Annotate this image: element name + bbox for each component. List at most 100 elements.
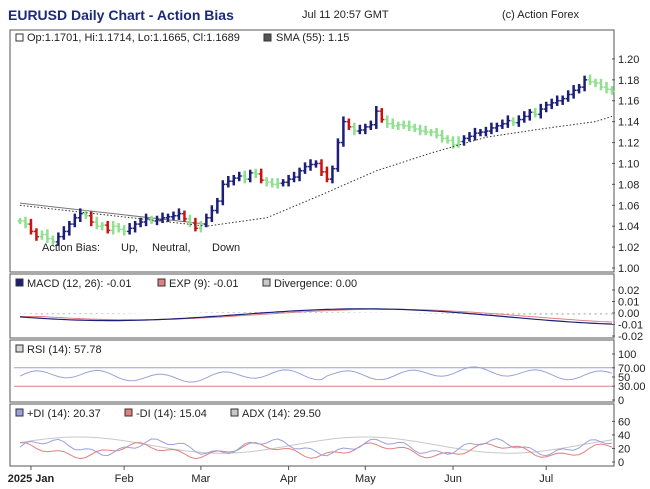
ohlc-bar bbox=[231, 174, 237, 186]
minus-di-legend-swatch bbox=[124, 408, 133, 417]
ohlc-bar bbox=[170, 211, 176, 220]
ohlc-bar bbox=[83, 210, 89, 219]
ohlc-bar bbox=[50, 235, 56, 245]
price-ytick-label: 1.02 bbox=[618, 242, 639, 254]
ohlc-bar bbox=[39, 230, 45, 240]
ohlc-bar bbox=[209, 205, 215, 222]
rsi-ytick-label: 100 bbox=[618, 349, 636, 361]
ohlc-legend-swatch bbox=[15, 33, 24, 42]
ohlc-bar bbox=[324, 166, 330, 183]
ohlc-bar bbox=[401, 120, 407, 129]
ohlc-bar bbox=[264, 177, 270, 187]
minus-di-line bbox=[19, 442, 613, 460]
ohlc-bar bbox=[116, 223, 122, 233]
ohlc-bar bbox=[439, 130, 445, 143]
price-ytick-label: 1.14 bbox=[618, 117, 639, 129]
ohlc-bar bbox=[494, 122, 500, 133]
ohlc-bar bbox=[499, 119, 505, 129]
ohlc-bar bbox=[132, 220, 138, 233]
ohlc-bar bbox=[510, 117, 516, 126]
xtick-label: Mar bbox=[191, 473, 210, 485]
bias-legend-up: Up, bbox=[121, 242, 138, 254]
price-ytick-label: 1.18 bbox=[618, 75, 639, 87]
ohlc-bar bbox=[55, 232, 61, 247]
ohlc-bar bbox=[582, 75, 588, 92]
adx-legend-swatch bbox=[230, 408, 239, 417]
ohlc-bar bbox=[543, 101, 549, 113]
exp-legend-swatch bbox=[157, 278, 166, 287]
dmi-ytick-label: 20 bbox=[618, 443, 630, 455]
ohlc-bar bbox=[554, 95, 560, 106]
ohlc-bar bbox=[598, 78, 604, 91]
ohlc-bar bbox=[198, 220, 204, 233]
sma-line bbox=[19, 115, 613, 227]
macd-ytick-label: 0.01 bbox=[618, 297, 639, 309]
price-ytick-label: 1.00 bbox=[618, 263, 639, 275]
plus-di-line bbox=[19, 437, 613, 457]
ohlc-bar bbox=[609, 86, 615, 95]
ohlc-bar bbox=[138, 217, 144, 228]
ohlc-bar bbox=[291, 171, 297, 183]
rsi-legend-text: RSI (14): 57.78 bbox=[27, 344, 102, 356]
ohlc-bar bbox=[44, 229, 50, 243]
macd-ytick-label: -0.02 bbox=[618, 331, 643, 343]
ohlc-bar bbox=[149, 215, 155, 225]
ohlc-bar bbox=[302, 162, 308, 174]
ohlc-bar bbox=[88, 211, 94, 227]
sma-legend-swatch bbox=[263, 33, 272, 42]
ohlc-bar bbox=[258, 168, 264, 184]
rsi-ytick-label: 70.00 bbox=[618, 363, 646, 375]
ohlc-bar bbox=[160, 212, 166, 224]
ohlc-bar bbox=[368, 120, 374, 130]
ohlc-bar bbox=[445, 135, 451, 144]
price-ytick-label: 1.08 bbox=[618, 179, 639, 191]
ohlc-bar bbox=[225, 176, 231, 188]
chart-header: EURUSD Daily Chart - Action Bias Jul 11 … bbox=[0, 0, 650, 30]
exp-line bbox=[20, 308, 613, 323]
ohlc-bar bbox=[329, 165, 335, 184]
bias-legend-neutral: Neutral, bbox=[152, 242, 191, 254]
ohlc-bar bbox=[220, 180, 226, 206]
xtick-label: 2025 Jan bbox=[8, 473, 55, 485]
ohlc-bar bbox=[72, 213, 78, 228]
ohlc-bar bbox=[565, 90, 571, 102]
ohlc-bar bbox=[121, 225, 127, 236]
ohlc-bar bbox=[434, 127, 440, 139]
chart-title: EURUSD Daily Chart - Action Bias bbox=[8, 7, 234, 23]
ohlc-bar bbox=[483, 126, 489, 137]
minus-di-legend-text: -DI (14): 15.04 bbox=[136, 408, 207, 420]
ohlc-bar bbox=[286, 174, 292, 187]
rsi-ytick-label: 50 bbox=[618, 372, 630, 384]
divergence-legend-swatch bbox=[262, 278, 271, 287]
ohlc-bar bbox=[297, 167, 303, 182]
sma-legend-text: SMA (55): 1.15 bbox=[276, 32, 349, 44]
ohlc-bar bbox=[253, 168, 259, 179]
ohlc-bar bbox=[505, 115, 511, 128]
ohlc-bar bbox=[417, 124, 423, 136]
macd-legend-text: MACD (12, 26): -0.01 bbox=[27, 278, 132, 290]
price-ytick-label: 1.20 bbox=[618, 54, 639, 66]
ohlc-bar bbox=[28, 218, 34, 235]
rsi-ytick-label: 30.00 bbox=[618, 381, 646, 393]
ohlc-bar bbox=[423, 125, 429, 136]
ohlc-bar bbox=[203, 213, 209, 228]
ohlc-bar bbox=[340, 116, 346, 147]
rsi-panel bbox=[9, 339, 615, 403]
xtick-label: Jun bbox=[444, 473, 462, 485]
ohlc-bar bbox=[247, 169, 253, 183]
ohlc-bar bbox=[308, 159, 314, 171]
ohlc-bar bbox=[94, 216, 100, 230]
ohlc-bar bbox=[105, 220, 111, 234]
ohlc-bar bbox=[280, 179, 286, 187]
ohlc-bar bbox=[275, 178, 281, 189]
ohlc-bar bbox=[587, 74, 593, 86]
ohlc-bar bbox=[33, 228, 39, 241]
ohlc-bar bbox=[390, 118, 396, 129]
price-ytick-label: 1.12 bbox=[618, 138, 639, 150]
ohlc-bar bbox=[384, 115, 390, 128]
plus-di-legend-swatch bbox=[15, 408, 24, 417]
ohlc-bar bbox=[313, 160, 319, 168]
rsi-ytick-label: 0 bbox=[618, 395, 624, 407]
ohlc-bar bbox=[346, 118, 352, 130]
